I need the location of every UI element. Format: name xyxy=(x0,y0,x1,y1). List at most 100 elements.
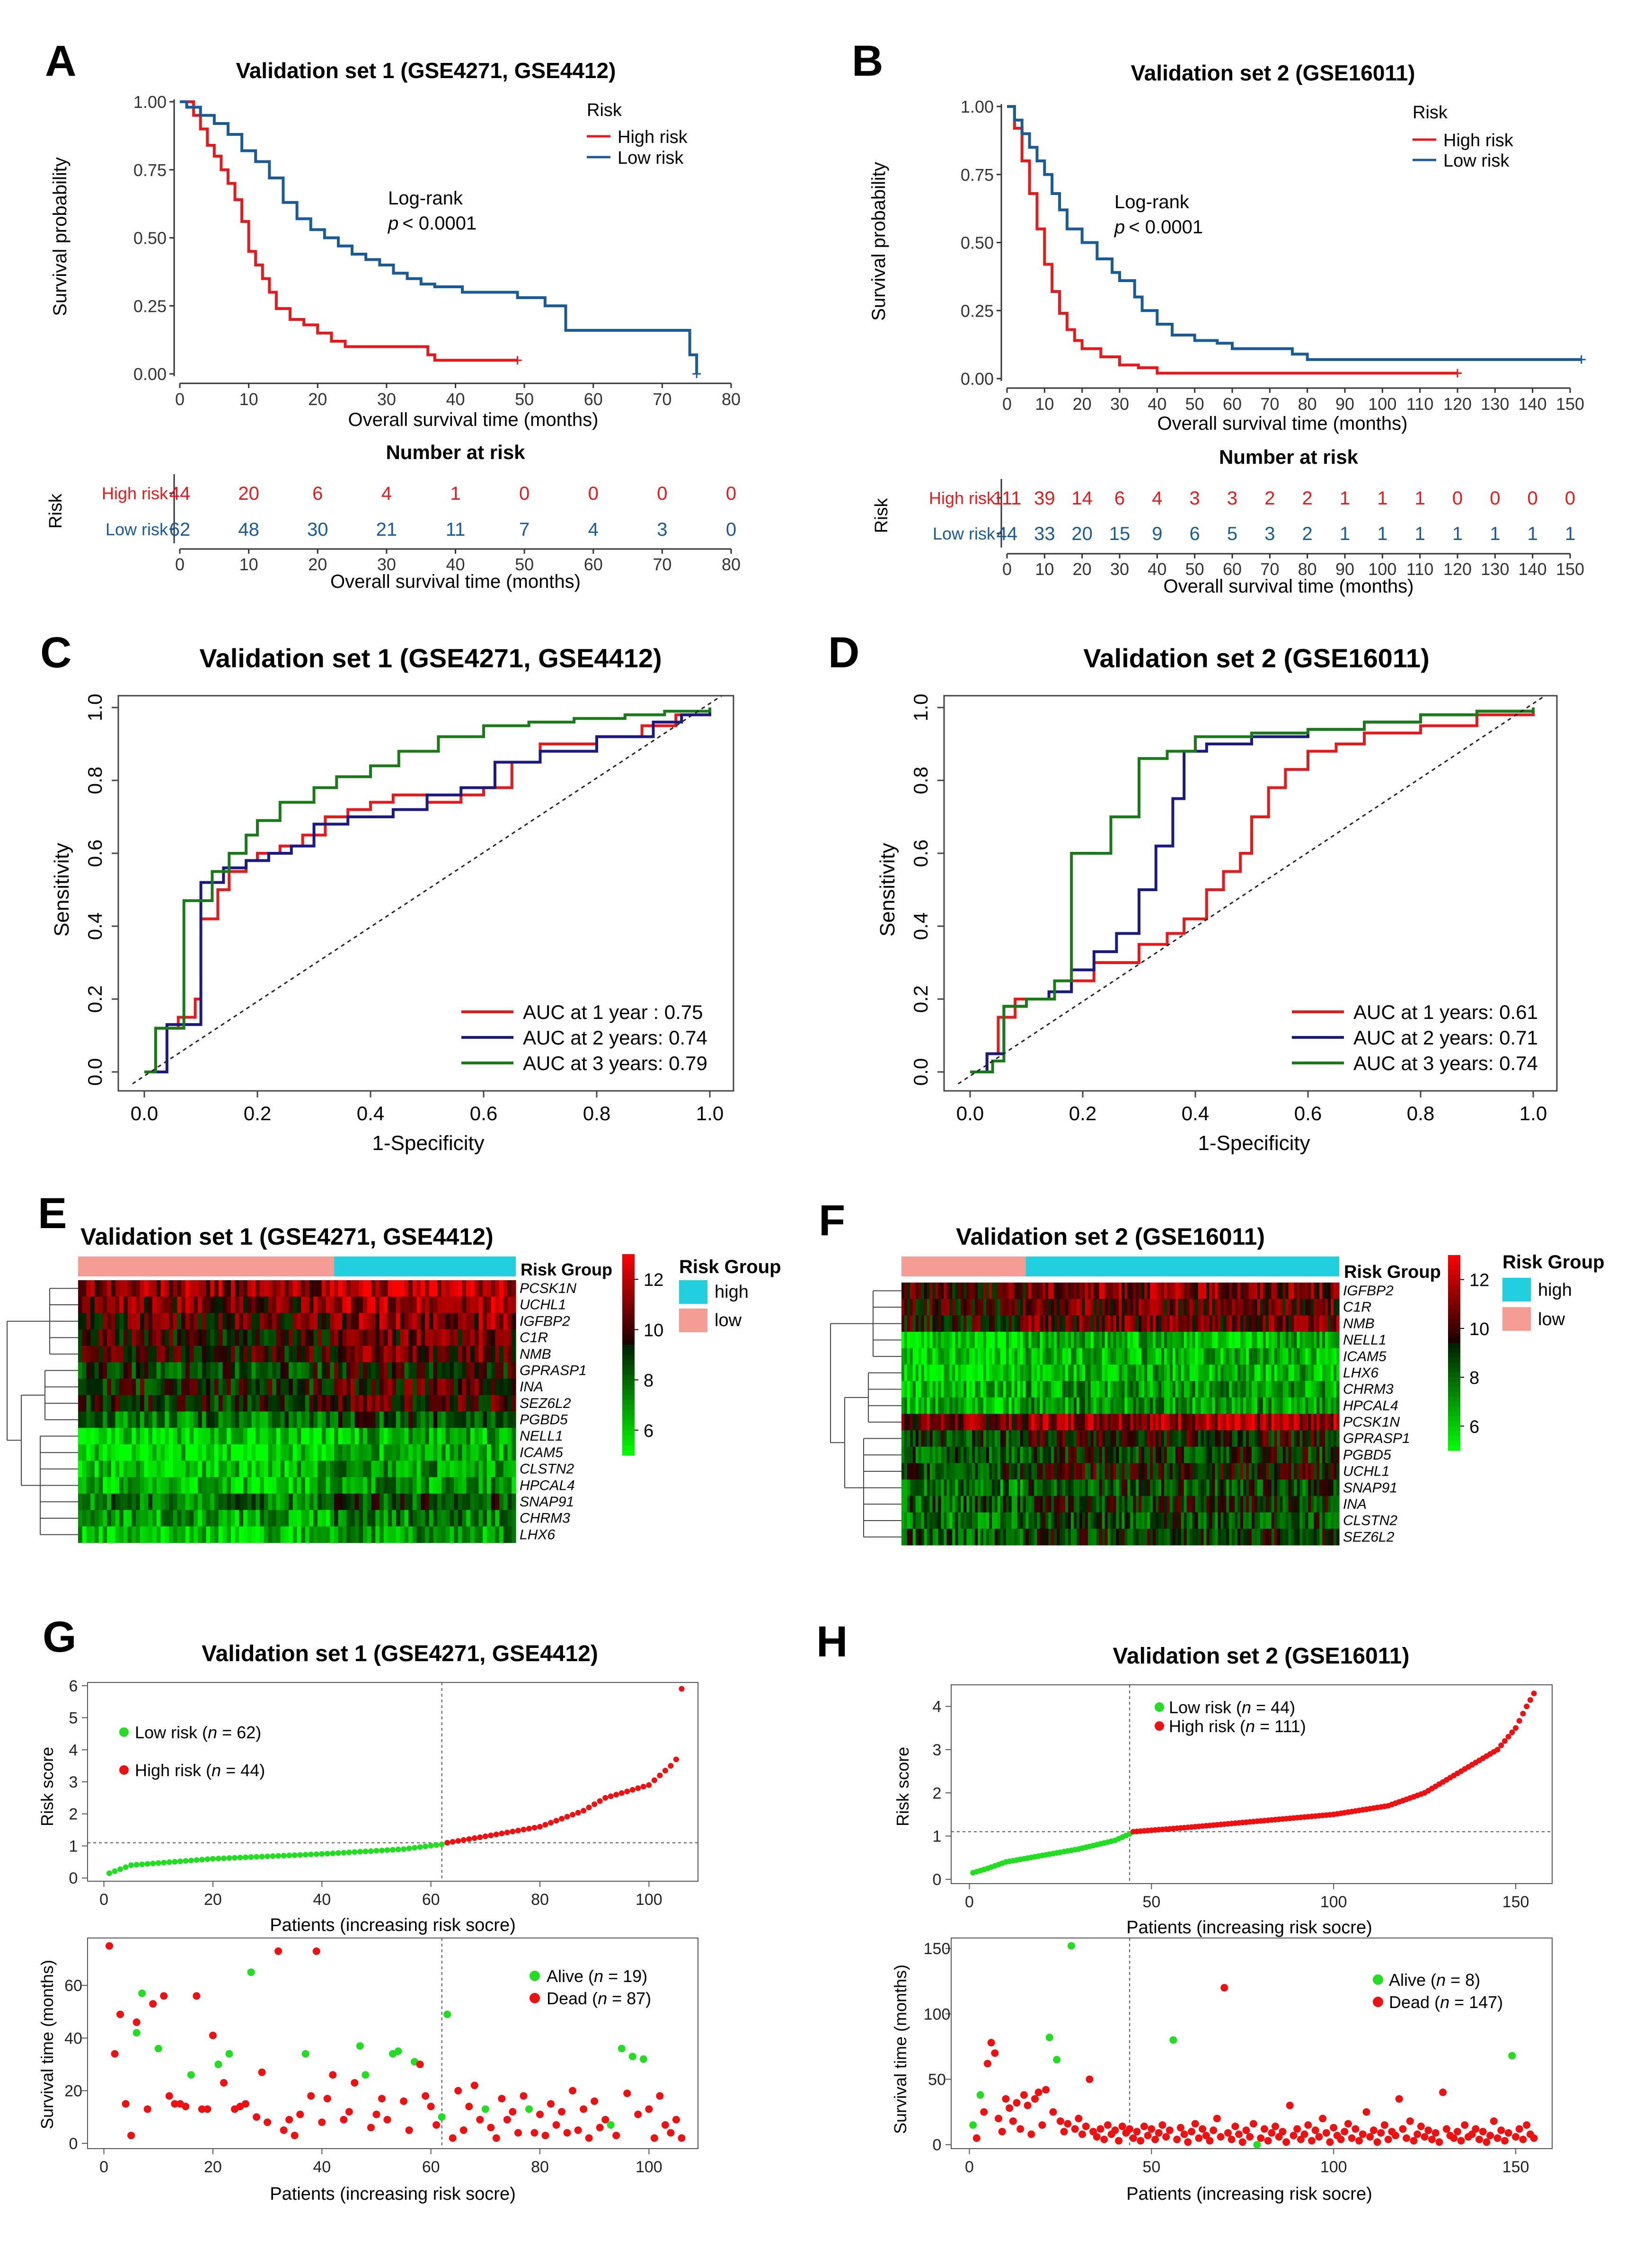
heat-cell xyxy=(512,1428,516,1445)
heat-cell xyxy=(144,1395,149,1412)
y-tick-label: 0.2 xyxy=(84,985,106,1013)
heat-cell xyxy=(86,1460,91,1478)
heat-cell xyxy=(495,1510,500,1527)
heat-cell xyxy=(1201,1315,1204,1332)
heat-cell xyxy=(975,1283,978,1300)
heat-cell xyxy=(981,1364,984,1381)
heat-cell xyxy=(1045,1529,1049,1546)
heat-cell xyxy=(218,1280,223,1297)
heat-cell xyxy=(1328,1430,1331,1447)
heat-cell xyxy=(1040,1381,1043,1398)
heat-cell xyxy=(292,1444,298,1461)
heat-cell xyxy=(103,1345,107,1363)
colorbar-segment xyxy=(622,1415,635,1421)
heat-cell xyxy=(1116,1479,1120,1496)
heat-cell xyxy=(239,1411,244,1428)
heat-cell xyxy=(400,1296,405,1313)
heat-cell xyxy=(1153,1479,1156,1496)
heat-cell xyxy=(1139,1463,1142,1480)
heat-cell xyxy=(503,1296,508,1313)
high-risk-point xyxy=(635,1785,641,1791)
heat-cell xyxy=(1305,1299,1308,1316)
heat-cell xyxy=(181,1395,186,1412)
heat-cell xyxy=(1195,1446,1199,1463)
heat-cell xyxy=(1223,1315,1227,1332)
low-risk-point xyxy=(215,1856,221,1862)
heat-cell xyxy=(289,1444,293,1461)
heat-cell xyxy=(1144,1364,1148,1381)
heat-cell xyxy=(1305,1332,1308,1349)
heat-cell xyxy=(944,1414,947,1431)
heat-cell xyxy=(904,1529,908,1546)
heat-cell xyxy=(1130,1496,1133,1513)
heat-cell xyxy=(952,1479,955,1496)
heat-cell xyxy=(222,1460,227,1478)
heat-cell xyxy=(1124,1299,1128,1316)
colorbar-segment xyxy=(1448,1313,1460,1319)
heat-cell xyxy=(963,1299,967,1316)
heat-cell xyxy=(160,1460,165,1478)
colorbar-segment xyxy=(622,1430,635,1436)
heat-cell xyxy=(425,1444,430,1461)
heat-cell xyxy=(978,1397,981,1414)
heat-cell xyxy=(1325,1397,1328,1414)
heat-cell xyxy=(165,1444,169,1461)
heat-cell xyxy=(1294,1430,1298,1447)
dead-point xyxy=(476,2115,484,2124)
low-risk-point xyxy=(106,1870,113,1876)
heat-cell xyxy=(1291,1397,1295,1414)
heat-cell xyxy=(1291,1463,1295,1480)
heat-cell xyxy=(1237,1332,1241,1349)
heat-cell xyxy=(140,1477,145,1494)
heat-cell xyxy=(1107,1463,1111,1480)
heat-cell xyxy=(346,1428,351,1445)
heat-cell xyxy=(466,1444,471,1461)
heat-cell xyxy=(375,1313,380,1330)
heat-cell xyxy=(989,1496,992,1513)
heat-cell xyxy=(1077,1529,1080,1546)
heat-cell xyxy=(1311,1430,1314,1447)
heat-cell xyxy=(115,1395,120,1412)
heat-cell xyxy=(1316,1463,1320,1480)
heat-cell xyxy=(1198,1512,1201,1529)
low-risk-point xyxy=(231,1855,238,1861)
heat-cell xyxy=(383,1362,389,1379)
heat-cell xyxy=(1311,1446,1314,1463)
heat-cell xyxy=(363,1444,368,1461)
heat-cell xyxy=(946,1446,950,1463)
heat-cell xyxy=(1169,1315,1173,1332)
heat-cell xyxy=(338,1460,343,1478)
heat-cell xyxy=(981,1299,984,1316)
heat-cell xyxy=(1087,1414,1091,1431)
heat-cell xyxy=(1113,1364,1117,1381)
x-tick-label: 100 xyxy=(1368,394,1396,414)
colorbar-tick-label: 8 xyxy=(644,1371,654,1391)
heat-cell xyxy=(1169,1364,1173,1381)
heat-cell xyxy=(1282,1364,1286,1381)
heat-cell xyxy=(1189,1479,1193,1496)
heat-cell xyxy=(912,1446,916,1463)
x-tick-label: 0.2 xyxy=(1069,1102,1096,1124)
heat-cell xyxy=(1314,1479,1317,1496)
heat-cell xyxy=(1136,1348,1139,1365)
heat-cell xyxy=(1071,1283,1074,1300)
heat-cell xyxy=(383,1313,389,1330)
heat-cell xyxy=(132,1362,136,1379)
heat-cell xyxy=(313,1477,318,1494)
heat-cell xyxy=(512,1345,516,1363)
heat-cell xyxy=(140,1526,145,1543)
heat-cell xyxy=(198,1510,203,1527)
heat-cell xyxy=(1243,1414,1246,1431)
risk-table-x-tick-label: 20 xyxy=(1073,559,1092,579)
heat-cell xyxy=(1263,1381,1266,1398)
heat-cell xyxy=(929,1479,933,1496)
heat-cell xyxy=(243,1379,248,1396)
heat-cell xyxy=(1282,1332,1286,1349)
heat-cell xyxy=(194,1411,198,1428)
heat-cell xyxy=(301,1444,306,1461)
heat-cell xyxy=(437,1477,442,1494)
x-tick-label: 50 xyxy=(515,389,534,409)
heat-cell xyxy=(1285,1348,1289,1365)
heat-cell xyxy=(1090,1283,1094,1300)
heat-cell xyxy=(1311,1299,1314,1316)
